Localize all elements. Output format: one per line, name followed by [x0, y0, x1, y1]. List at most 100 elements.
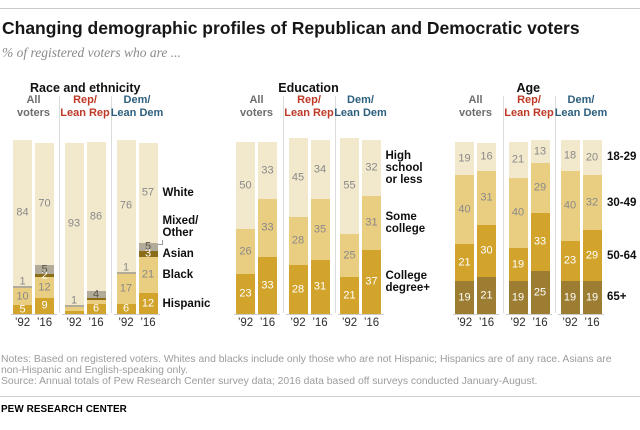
bar-segment-black — [86, 300, 106, 304]
bar-value-label: 28 — [291, 283, 305, 295]
legend-label-line: High — [385, 149, 412, 162]
x-axis-label-16: ’16 — [478, 317, 495, 329]
group-divider — [283, 96, 284, 313]
group-header-dem-lean-dem: Dem/Lean Dem — [555, 94, 608, 120]
legend-label-high-school-or-less: High school or less — [386, 150, 423, 186]
x-axis-label-16: ’16 — [140, 317, 156, 329]
axis-baseline-race-and-ethnicity-dem-lean-dem — [114, 314, 160, 315]
bar-value-label: 86 — [89, 210, 103, 222]
x-axis-label-92: ’92 — [562, 317, 578, 329]
bar-segment-some-college — [310, 199, 330, 260]
bar-value-label: 16 — [480, 150, 493, 163]
bar-segment-mixed-other — [86, 291, 106, 298]
bar-value-label: 21 — [480, 289, 493, 301]
bar-value-label: 57 — [141, 186, 155, 199]
bar-value-label: 4 — [92, 288, 100, 300]
bar-segment-50-64 — [508, 248, 528, 281]
bar-value-label: 21 — [141, 268, 155, 281]
bar-value-label: 25 — [533, 286, 547, 298]
page-subtitle: % of registered voters who are ... — [2, 45, 181, 60]
group-divider — [111, 96, 112, 313]
x-axis-label-92: ’92 — [290, 317, 306, 329]
x-axis-label-16: ’16 — [584, 317, 600, 329]
group-header-line: Rep/ — [73, 94, 97, 106]
bar-value-label: 29 — [585, 249, 599, 261]
legend-label-line: Black — [162, 268, 194, 281]
bar-value-label: 21 — [458, 256, 471, 268]
bar-value-label: 23 — [563, 254, 577, 267]
axis-baseline-education-dem-lean-dem — [337, 314, 384, 315]
group-divider — [59, 96, 60, 313]
bar-segment-hispanic — [138, 293, 158, 314]
bar-value-label: 2 — [41, 269, 48, 281]
bar-value-label: 19 — [458, 152, 471, 164]
bar-segment-college-degree — [340, 277, 359, 314]
axis-baseline-race-and-ethnicity-rep-lean-rep — [62, 314, 108, 315]
group-header-line: All — [26, 94, 41, 106]
bar-segment-white — [116, 140, 136, 272]
legend-label-line: 65+ — [607, 291, 627, 304]
legend-label-black: Black — [163, 269, 194, 281]
bar-value-label: 32 — [585, 196, 599, 208]
group-header-all-voters: All voters — [240, 94, 273, 120]
bar-value-label: 3 — [144, 247, 152, 260]
bar-segment-hispanic — [35, 298, 54, 314]
axis-baseline-education-rep-lean-rep — [286, 314, 332, 315]
bar-segment-white — [35, 143, 54, 265]
bar-segment-65 — [560, 281, 580, 314]
bar-value-label: 19 — [511, 258, 525, 270]
bar-value-label: 10 — [16, 290, 29, 302]
bar-segment-black — [64, 307, 84, 311]
group-header-all-voters: All voters — [17, 94, 50, 120]
legend-label-college-degree: College degree+ — [386, 270, 430, 294]
bar-segment-30-49 — [582, 175, 602, 230]
bar-segment-50-64 — [477, 225, 496, 277]
group-header-line: voters — [16, 107, 51, 119]
notes-line-1: Notes: Based on registered voters. White… — [1, 353, 612, 365]
legend-label-line: College — [385, 269, 428, 282]
bar-value-label: 1 — [122, 261, 130, 273]
bar-segment-50-64 — [582, 230, 602, 281]
bar-segment-high-school-or-less — [362, 140, 381, 196]
bar-segment-some-college — [340, 234, 359, 277]
bar-value-label: 12 — [141, 297, 155, 309]
legend-label-white: White — [163, 187, 194, 199]
bar-value-label: 21 — [343, 289, 356, 301]
bar-segment-asian — [138, 251, 158, 257]
bar-value-label: 12 — [38, 281, 51, 293]
bar-segment-hispanic — [116, 304, 136, 314]
panel-title-education: Education — [278, 81, 339, 95]
bar-segment-65 — [455, 281, 474, 314]
bar-segment-mixed-other — [35, 265, 54, 274]
bar-value-label: 20 — [585, 151, 599, 163]
bar-segment-some-college — [362, 196, 381, 250]
bar-value-label: 1 — [19, 275, 26, 287]
bar-segment-black — [138, 257, 158, 293]
bar-segment-mixed-other — [116, 272, 136, 274]
bar-segment-college-degree — [258, 257, 277, 314]
bar-segment-50-64 — [560, 241, 580, 281]
bar-value-label: 33 — [261, 164, 274, 176]
group-header-dem-lean-dem: Dem/Lean Dem — [111, 94, 164, 120]
bar-segment-some-college — [236, 229, 255, 274]
bar-value-label: 50 — [239, 179, 252, 191]
bar-segment-some-college — [288, 217, 308, 265]
group-header-line: Rep/ — [517, 94, 541, 106]
bar-value-label: 28 — [291, 234, 305, 247]
bar-segment-50-64 — [455, 244, 474, 281]
bar-segment-hispanic — [64, 311, 84, 314]
x-axis-label-16: ’16 — [36, 317, 53, 329]
group-header-line: Lean Rep — [504, 107, 554, 119]
bar-value-label: 6 — [122, 302, 130, 315]
source-line: Source: Annual totals of Pew Research Ce… — [1, 376, 538, 388]
bar-value-label: 84 — [16, 206, 29, 219]
bar-segment-65 — [508, 281, 528, 314]
group-header-all-voters: All voters — [459, 94, 492, 120]
group-header-line: Lean Dem — [554, 107, 608, 119]
bar-value-label: 19 — [585, 291, 599, 303]
group-header-line: Dem/ — [567, 94, 595, 106]
bar-segment-18-29 — [455, 142, 474, 175]
legend-label-asian: Asian — [163, 248, 194, 260]
bar-value-label: 30 — [480, 244, 493, 257]
